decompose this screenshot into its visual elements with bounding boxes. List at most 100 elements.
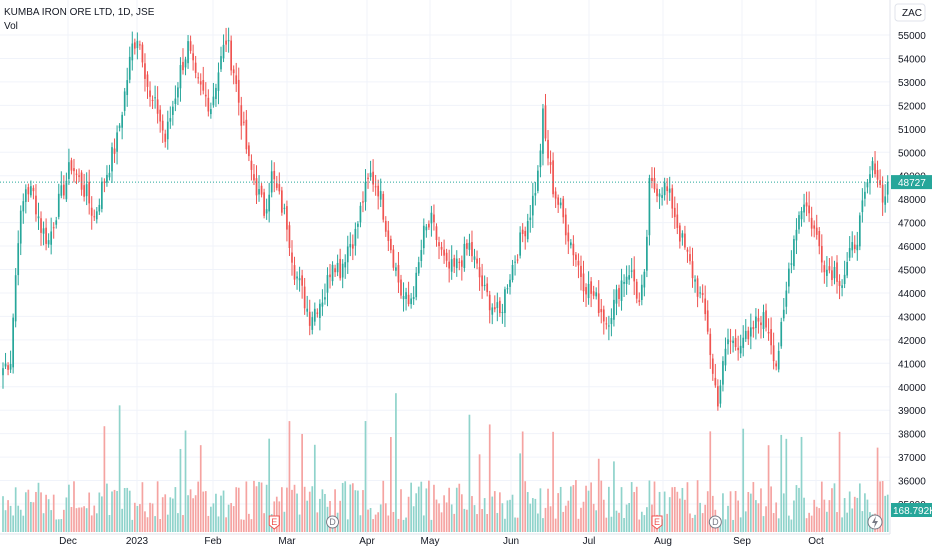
candle-body bbox=[215, 87, 217, 99]
candle-body bbox=[633, 269, 636, 282]
time-tick-label: Feb bbox=[204, 536, 222, 547]
volume-bar bbox=[263, 513, 265, 532]
volume-bar bbox=[623, 517, 625, 532]
candle-body bbox=[336, 262, 339, 273]
candle-body bbox=[542, 108, 544, 154]
volume-bar bbox=[701, 513, 704, 532]
event-letter: E bbox=[271, 517, 277, 527]
volume-bar bbox=[30, 501, 32, 532]
volume-bar bbox=[443, 495, 445, 532]
volume-bar bbox=[539, 488, 542, 532]
candle-body bbox=[620, 280, 623, 301]
auto-scale-button[interactable] bbox=[867, 514, 883, 530]
candle-body bbox=[443, 249, 445, 256]
volume-bar bbox=[339, 500, 342, 532]
candle-body bbox=[179, 65, 182, 89]
volume-bar bbox=[448, 487, 451, 532]
event-letter: D bbox=[712, 517, 719, 527]
candle-body bbox=[815, 227, 818, 235]
price-tick-label: 39000 bbox=[898, 406, 926, 417]
candle-body bbox=[22, 201, 25, 212]
candle-body bbox=[220, 56, 222, 70]
candle-body bbox=[704, 298, 707, 315]
candle-body bbox=[65, 180, 68, 200]
candle-body bbox=[7, 365, 9, 370]
candle-body bbox=[732, 340, 734, 344]
volume-bar bbox=[648, 480, 651, 532]
volume-bar bbox=[291, 489, 293, 532]
candle-body bbox=[174, 98, 177, 105]
candle-body bbox=[717, 386, 719, 407]
candle-body bbox=[481, 275, 483, 287]
candle-body bbox=[861, 200, 864, 213]
volume-bar bbox=[215, 493, 217, 532]
volume-bar bbox=[813, 499, 816, 532]
volume-bar bbox=[14, 487, 17, 532]
candle-body bbox=[438, 242, 440, 247]
currency-button[interactable]: ZAC bbox=[894, 3, 926, 22]
volume-bar bbox=[851, 508, 854, 532]
volume-bar bbox=[752, 482, 755, 532]
candle-body bbox=[491, 307, 494, 315]
candle-body bbox=[587, 283, 590, 299]
earnings-marker[interactable]: E bbox=[268, 515, 280, 530]
chart-title: KUMBA IRON ORE LTD, 1D, JSE bbox=[4, 7, 155, 18]
last-volume-value: 168.792K bbox=[893, 506, 932, 517]
volume-bar bbox=[788, 515, 790, 532]
dividend-marker[interactable]: D bbox=[708, 515, 722, 529]
candle-body bbox=[291, 252, 293, 263]
volume-bar bbox=[620, 487, 623, 532]
volume-bar bbox=[775, 502, 778, 532]
candle-body bbox=[808, 205, 810, 214]
candle-body bbox=[382, 193, 385, 220]
candle-body bbox=[493, 307, 496, 310]
time-tick-label: Jul bbox=[583, 536, 596, 547]
volume-bar bbox=[68, 484, 70, 532]
volume-bar bbox=[608, 486, 610, 532]
volume-bar bbox=[296, 493, 298, 532]
candle-body bbox=[70, 160, 73, 171]
volume-bar bbox=[534, 498, 537, 532]
candle-body bbox=[113, 148, 116, 154]
dividend-marker[interactable]: D bbox=[326, 515, 340, 529]
candle-body bbox=[795, 229, 798, 241]
candle-body bbox=[595, 292, 598, 297]
candle-body bbox=[210, 109, 212, 115]
candle-body bbox=[319, 303, 321, 318]
candle-body bbox=[12, 317, 14, 368]
volume-bar bbox=[782, 493, 785, 532]
volume-bar bbox=[422, 515, 425, 532]
earnings-marker[interactable]: E bbox=[651, 515, 663, 530]
candle-body bbox=[212, 96, 215, 106]
volume-bar bbox=[35, 491, 37, 532]
candle-body bbox=[458, 261, 461, 263]
volume-bar bbox=[83, 506, 85, 532]
volume-bar bbox=[696, 480, 699, 532]
volume-bar bbox=[32, 502, 35, 532]
candle-body bbox=[263, 192, 265, 216]
volume-bar bbox=[362, 490, 364, 532]
candle-body bbox=[643, 271, 646, 288]
candle-body bbox=[253, 174, 255, 181]
candle-body bbox=[151, 99, 154, 101]
price-axis[interactable]: 3500036000370003800039000400004100042000… bbox=[898, 31, 926, 511]
candle-body bbox=[197, 77, 200, 79]
volume-bar bbox=[217, 516, 220, 532]
volume-bar bbox=[780, 434, 783, 532]
candle-body bbox=[341, 263, 344, 278]
candle-body bbox=[324, 297, 326, 300]
candle-body bbox=[544, 105, 547, 139]
candle-body bbox=[549, 161, 552, 165]
candle-body bbox=[283, 207, 286, 209]
volume-bar bbox=[531, 498, 534, 532]
candle-body bbox=[258, 189, 260, 195]
candle-body bbox=[139, 44, 141, 46]
candle-body bbox=[52, 227, 55, 229]
volume-bar bbox=[4, 510, 7, 532]
volume-bar bbox=[197, 481, 200, 532]
time-axis[interactable]: Dec 2023 Feb Mar Apr May Jun Jul Aug Sep Oct bbox=[59, 536, 824, 547]
candle-body bbox=[237, 79, 240, 103]
volume-bar bbox=[106, 483, 108, 532]
